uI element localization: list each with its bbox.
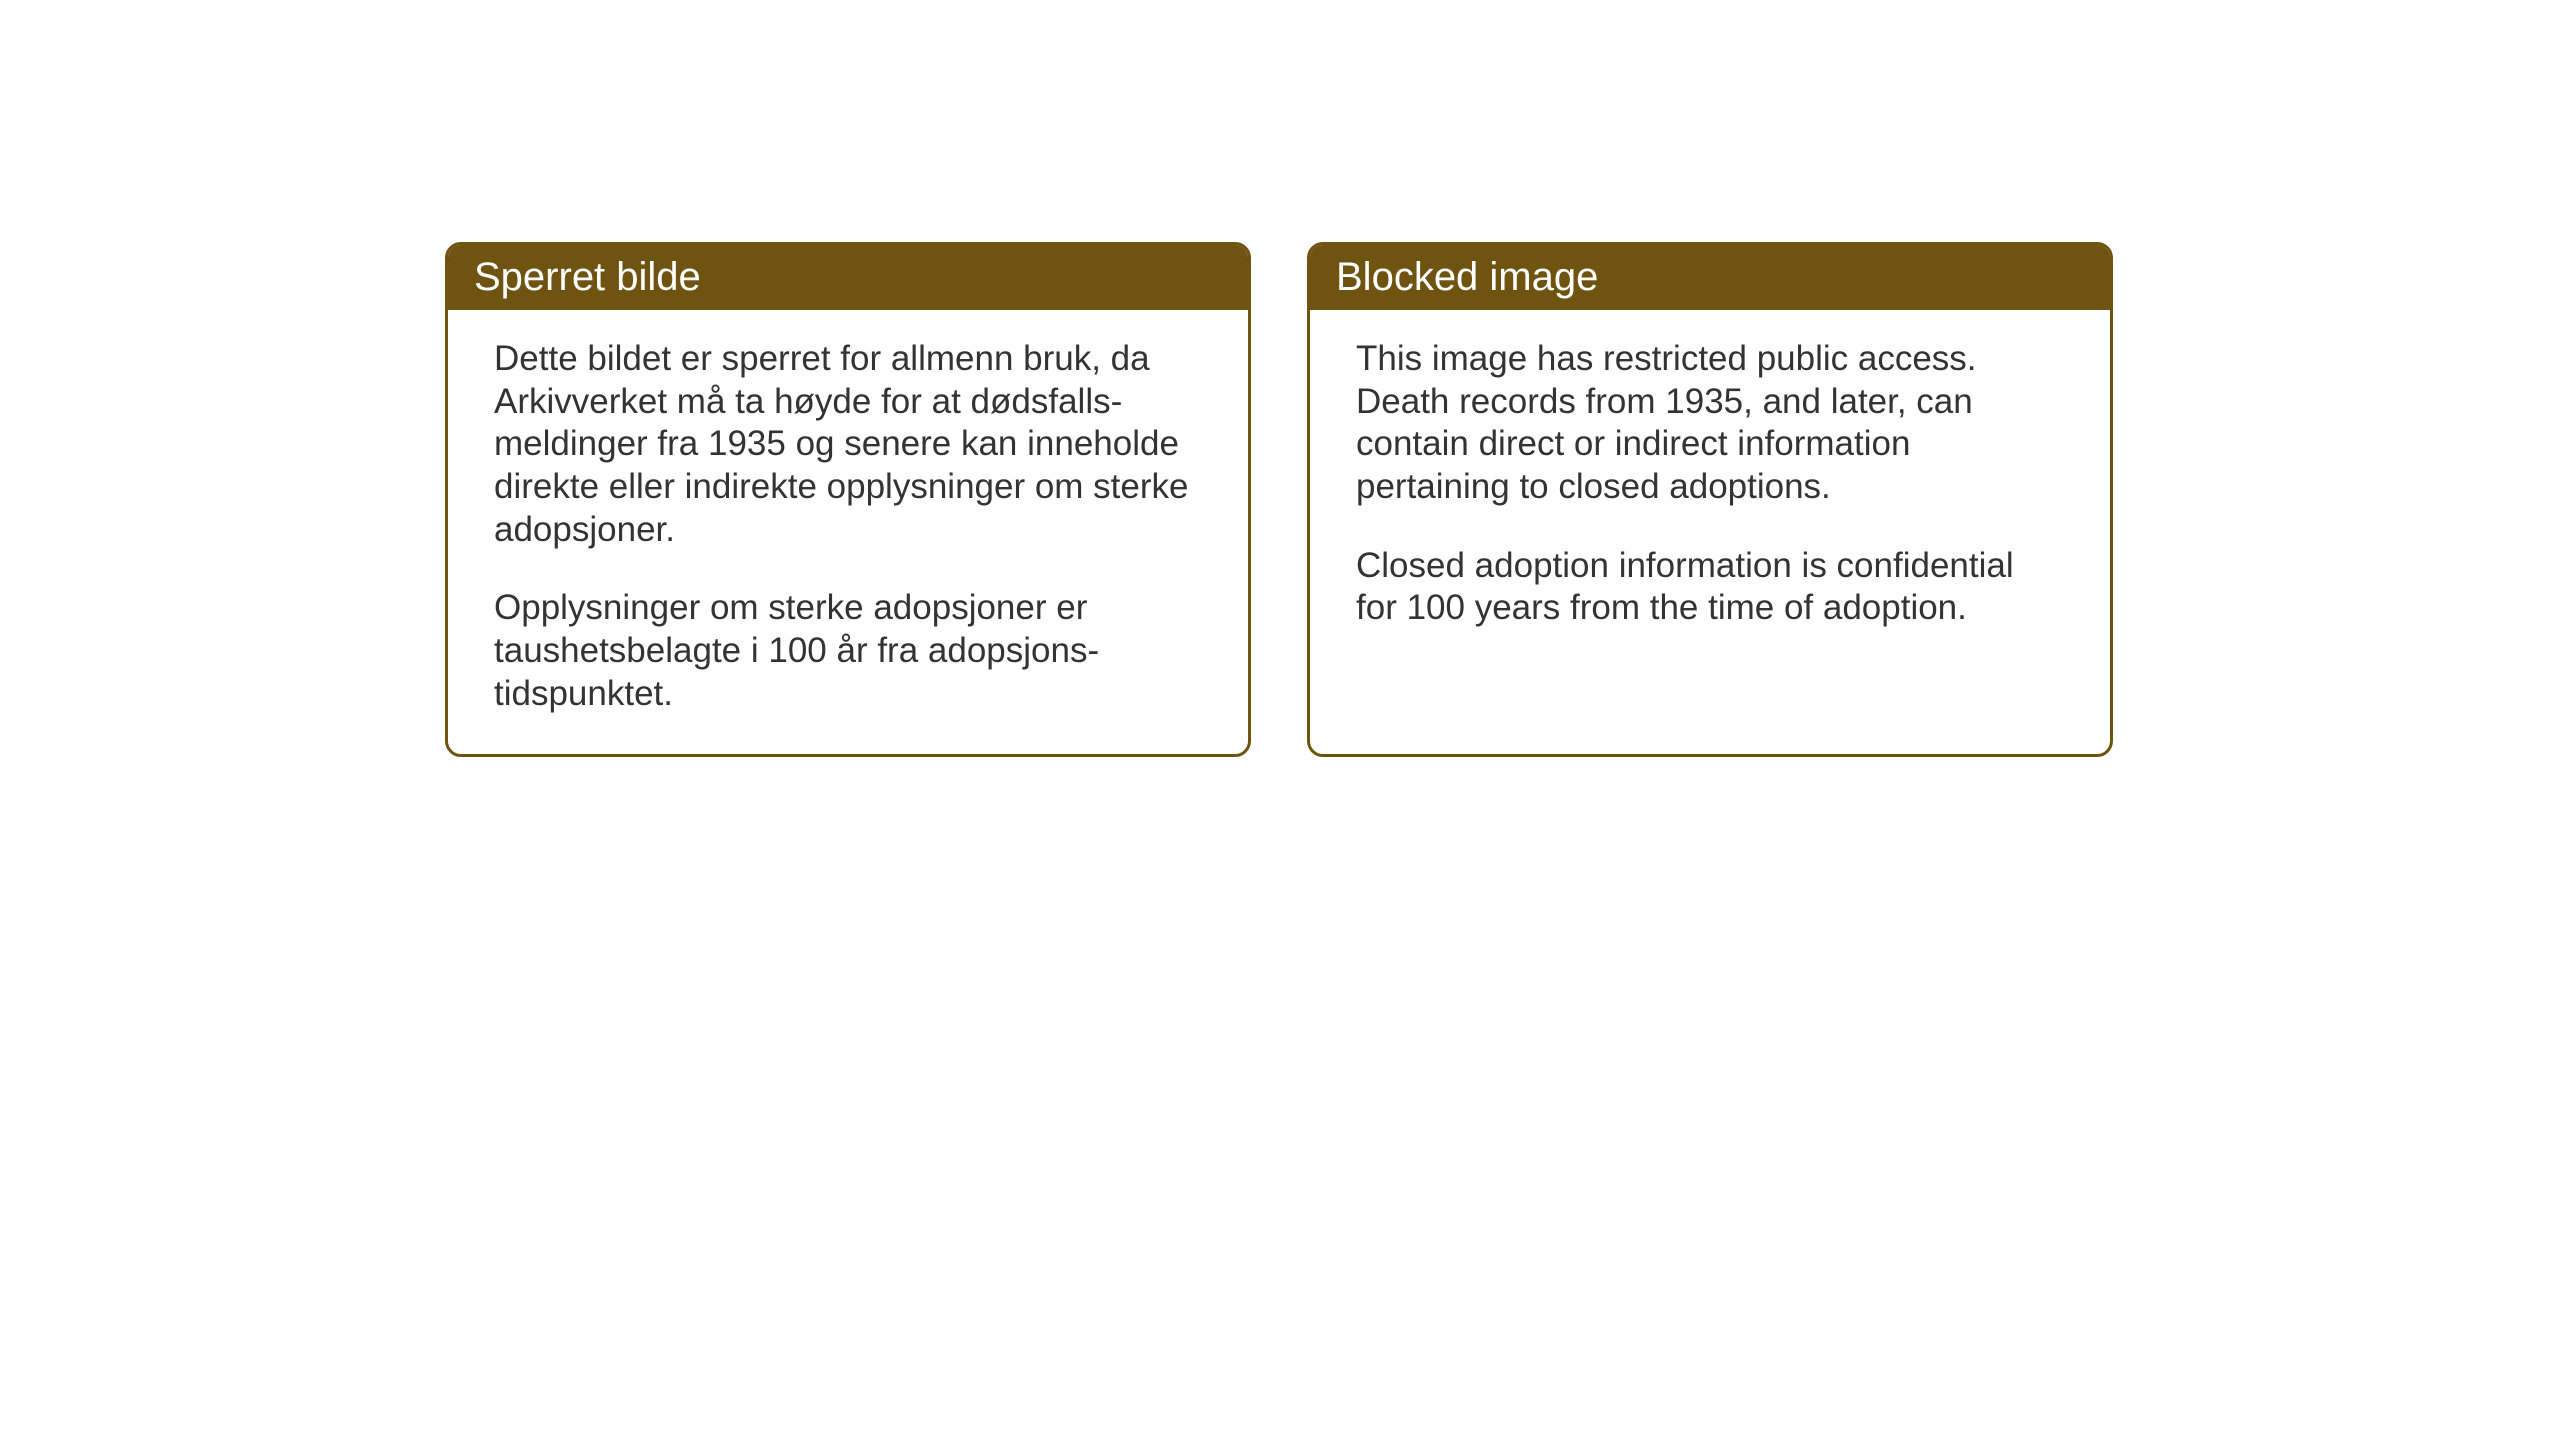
card-title-english: Blocked image [1336,255,1598,299]
paragraph-norwegian-2: Opplysninger om sterke adopsjoner er tau… [494,587,1202,715]
paragraph-english-1: This image has restricted public access.… [1356,338,2064,509]
card-english: Blocked image This image has restricted … [1307,242,2113,757]
paragraph-english-2: Closed adoption information is confident… [1356,545,2064,630]
card-body-norwegian: Dette bildet er sperret for allmenn bruk… [448,310,1248,754]
paragraph-norwegian-1: Dette bildet er sperret for allmenn bruk… [494,338,1202,551]
card-header-english: Blocked image [1310,245,2110,310]
card-norwegian: Sperret bilde Dette bildet er sperret fo… [445,242,1251,757]
card-body-english: This image has restricted public access.… [1310,310,2110,696]
card-title-norwegian: Sperret bilde [474,255,701,299]
card-header-norwegian: Sperret bilde [448,245,1248,310]
cards-container: Sperret bilde Dette bildet er sperret fo… [445,242,2113,757]
